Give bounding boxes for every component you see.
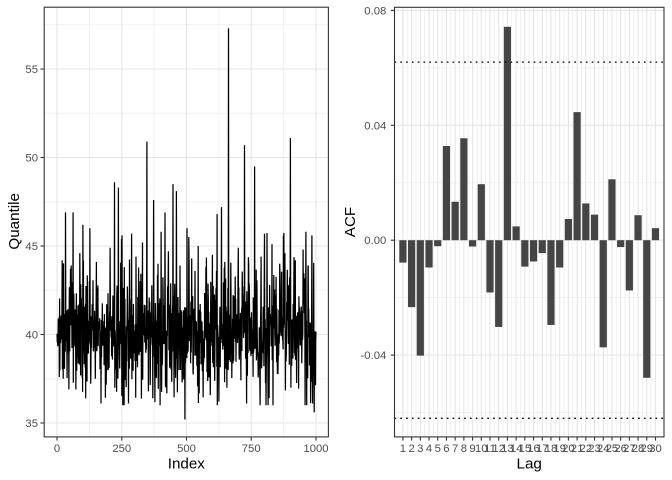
svg-text:9: 9: [469, 443, 475, 455]
svg-text:29: 29: [640, 443, 653, 455]
svg-text:40: 40: [25, 330, 38, 342]
svg-text:8: 8: [461, 443, 467, 455]
svg-text:28: 28: [632, 443, 645, 455]
svg-text:19: 19: [553, 443, 566, 455]
svg-text:0.00: 0.00: [364, 235, 386, 247]
svg-text:Quantile: Quantile: [6, 193, 23, 250]
svg-text:22: 22: [580, 443, 593, 455]
svg-text:27: 27: [623, 443, 636, 455]
svg-text:14: 14: [510, 443, 523, 455]
svg-text:30: 30: [649, 443, 662, 455]
svg-text:45: 45: [25, 241, 38, 253]
svg-text:16: 16: [527, 443, 540, 455]
svg-text:20: 20: [562, 443, 575, 455]
svg-text:12: 12: [492, 443, 505, 455]
svg-text:25: 25: [606, 443, 619, 455]
svg-text:15: 15: [519, 443, 532, 455]
svg-text:4: 4: [426, 443, 432, 455]
svg-text:0: 0: [54, 443, 60, 455]
svg-text:55: 55: [25, 64, 38, 76]
svg-text:7: 7: [452, 443, 458, 455]
svg-text:3: 3: [417, 443, 423, 455]
svg-text:Lag: Lag: [517, 455, 542, 472]
svg-text:17: 17: [536, 443, 549, 455]
svg-text:21: 21: [571, 443, 584, 455]
svg-text:35: 35: [25, 418, 38, 430]
svg-text:50: 50: [25, 153, 38, 165]
svg-text:6: 6: [443, 443, 449, 455]
svg-text:1: 1: [400, 443, 406, 455]
svg-text:0.04: 0.04: [364, 120, 386, 132]
svg-text:ACF: ACF: [342, 207, 359, 237]
svg-text:250: 250: [112, 443, 131, 455]
svg-text:10: 10: [475, 443, 488, 455]
svg-text:24: 24: [597, 443, 610, 455]
svg-text:-0.04: -0.04: [361, 350, 387, 362]
svg-text:13: 13: [501, 443, 514, 455]
svg-text:500: 500: [177, 443, 196, 455]
svg-text:750: 750: [242, 443, 261, 455]
svg-text:1000: 1000: [303, 443, 328, 455]
svg-text:23: 23: [588, 443, 601, 455]
svg-text:Index: Index: [168, 455, 206, 472]
svg-text:2: 2: [408, 443, 414, 455]
svg-text:18: 18: [545, 443, 558, 455]
svg-text:5: 5: [435, 443, 441, 455]
svg-text:26: 26: [614, 443, 627, 455]
svg-text:0.08: 0.08: [364, 5, 386, 17]
svg-text:11: 11: [484, 443, 496, 455]
